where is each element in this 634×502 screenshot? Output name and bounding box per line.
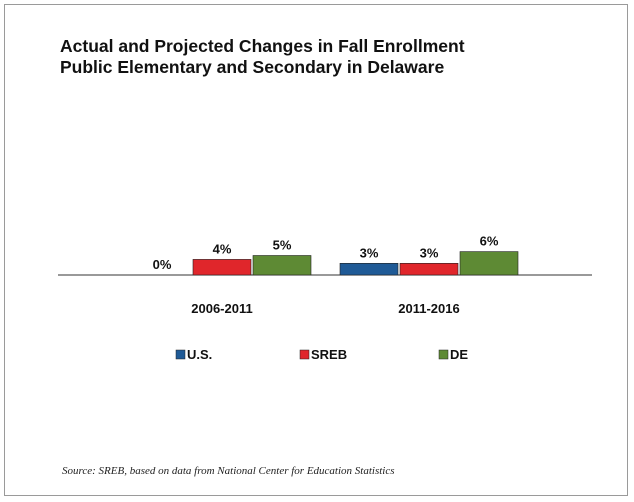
chart-title-line-2: Public Elementary and Secondary in Delaw… [60, 57, 445, 77]
legend-label-de: DE [450, 347, 468, 362]
legend-label-us: U.S. [187, 347, 212, 362]
data-label-us-2006-2011: 0% [153, 257, 172, 272]
x-tick-label-2011-2016: 2011-2016 [398, 301, 459, 316]
data-label-sreb-2011-2016: 3% [420, 245, 439, 260]
x-tick-label-2006-2011: 2006-2011 [191, 301, 252, 316]
legend-swatch-sreb [299, 349, 310, 360]
source-note: Source: SREB, based on data from Nationa… [62, 465, 395, 477]
legend-swatch-de [438, 349, 449, 360]
data-label-de-2006-2011: 5% [273, 238, 292, 253]
chart-title-line-1: Actual and Projected Changes in Fall Enr… [60, 36, 465, 56]
chart-title: Actual and Projected Changes in Fall Enr… [60, 36, 600, 78]
legend-label-sreb: SREB [311, 347, 347, 362]
chart-frame [4, 4, 628, 496]
bar-us-2011-2016 [339, 262, 399, 276]
data-label-sreb-2006-2011: 4% [213, 241, 232, 256]
legend-swatch-us [175, 349, 186, 360]
bar-de-2011-2016 [459, 251, 519, 276]
data-label-de-2011-2016: 6% [480, 234, 499, 249]
data-label-us-2011-2016: 3% [360, 245, 379, 260]
bar-sreb-2011-2016 [399, 262, 459, 276]
bar-sreb-2006-2011 [192, 259, 252, 276]
bar-de-2006-2011 [252, 255, 312, 276]
